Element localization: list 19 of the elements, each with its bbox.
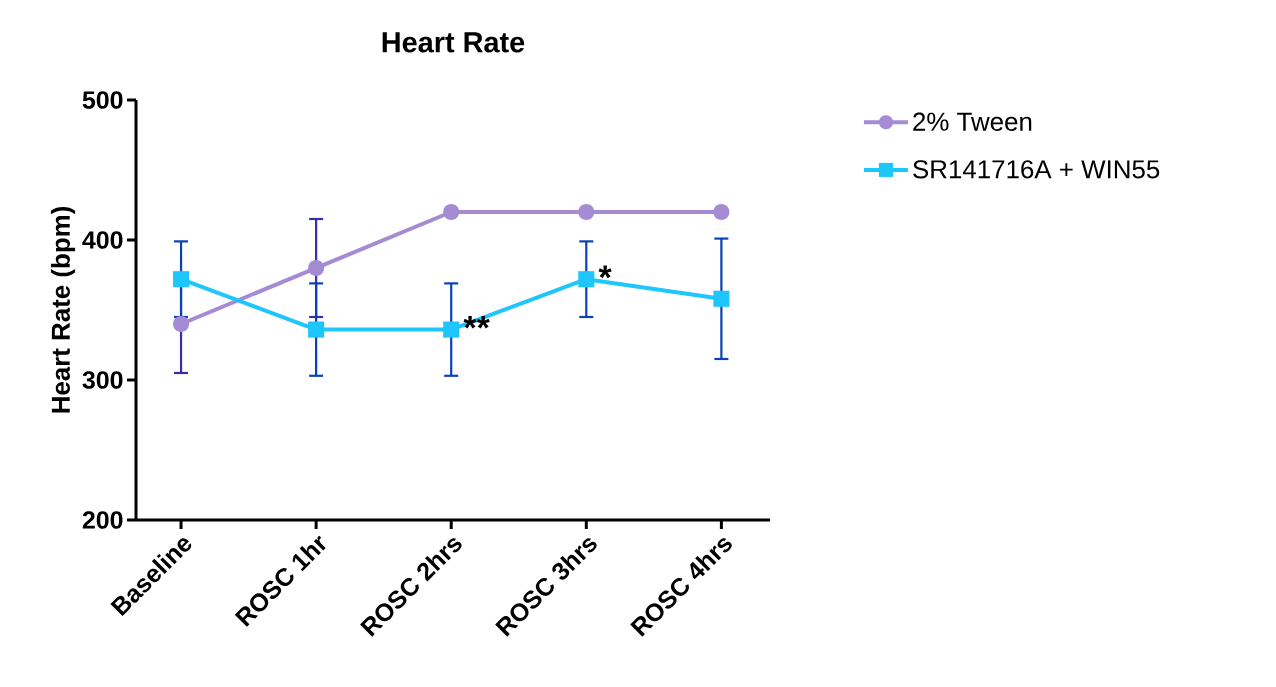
point: [308, 259, 325, 277]
point: [172, 271, 190, 288]
y-tick-label: 200: [82, 511, 123, 529]
y-tick-label: 400: [82, 231, 123, 249]
point: [443, 203, 460, 221]
point: [713, 203, 730, 221]
point: [443, 321, 460, 338]
point: [713, 290, 730, 307]
point: [578, 203, 595, 221]
legend-label: SR141716A + WIN55: [913, 160, 1160, 179]
chart-title: Heart Rate: [382, 32, 525, 53]
y-tick-label: 500: [82, 91, 123, 109]
legend-label: 2% Tween: [913, 112, 1032, 131]
y-axis-title: Heart Rate (bpm): [50, 206, 76, 413]
point: [172, 315, 190, 333]
point: [578, 271, 595, 288]
point: [308, 321, 325, 338]
y-tick-label: 300: [82, 371, 123, 389]
annotation: *: [598, 265, 612, 279]
